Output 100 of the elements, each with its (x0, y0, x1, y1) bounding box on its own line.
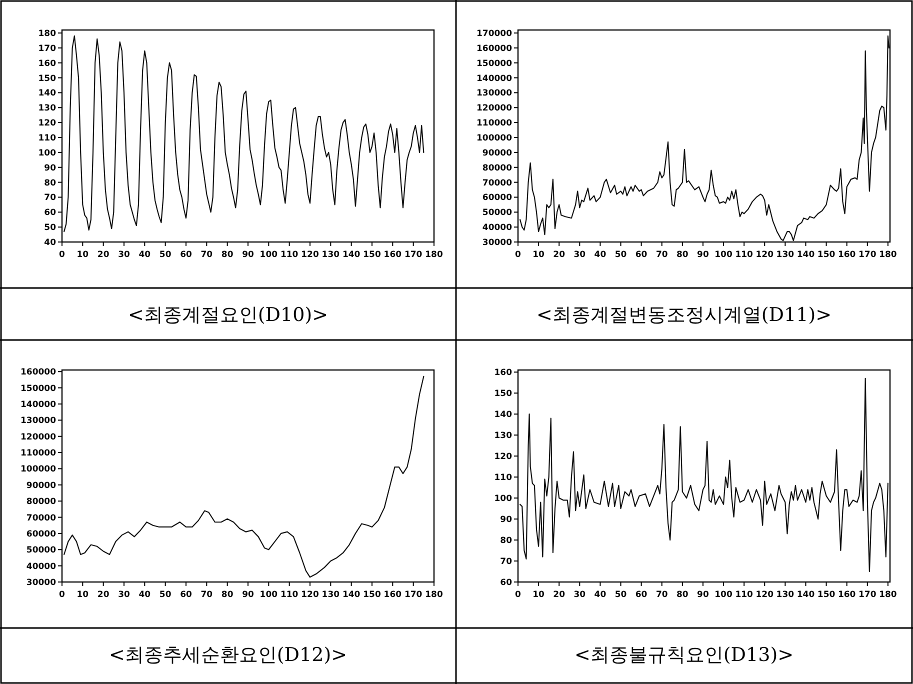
x-tick-label: 120 (756, 250, 774, 260)
y-tick-label: 130 (38, 104, 56, 114)
x-tick-label: 180 (879, 250, 897, 260)
y-tick-label: 160 (494, 368, 512, 378)
x-tick-label: 40 (594, 250, 606, 260)
text: <최종계절변동조정시계열(D11)> (536, 304, 832, 326)
x-tick-label: 150 (817, 250, 836, 260)
y-tick-label: 60000 (482, 193, 512, 204)
x-tick-label: 60 (635, 250, 648, 260)
y-tick-label: 160 (38, 58, 56, 69)
x-tick-label: 150 (363, 590, 381, 600)
line-series (520, 35, 890, 242)
x-tick-label: 20 (553, 590, 566, 600)
y-tick-label: 110000 (476, 118, 512, 129)
x-tick-label: 10 (76, 250, 89, 260)
x-tick-label: 100 (260, 590, 278, 600)
text: <최종추세순환요인(D12)> (108, 644, 348, 666)
y-tick-label: 70000 (482, 178, 512, 188)
y-tick-label: 70 (44, 193, 56, 204)
y-tick-label: 150000 (476, 58, 512, 69)
x-tick-label: 80 (221, 590, 234, 600)
x-tick-label: 110 (735, 250, 754, 260)
y-tick-label: 60 (44, 208, 56, 218)
x-tick-label: 130 (776, 590, 794, 600)
x-tick-label: 40 (138, 250, 151, 260)
x-tick-label: 140 (342, 250, 360, 260)
y-tick-label: 40 (44, 238, 56, 248)
line-series (520, 378, 888, 572)
y-tick-label: 110000 (20, 448, 56, 459)
x-tick-label: 180 (425, 250, 443, 260)
x-tick-label: 50 (159, 250, 172, 260)
x-tick-label: 140 (796, 590, 815, 600)
x-tick-label: 80 (676, 590, 688, 600)
x-tick-label: 110 (280, 250, 298, 260)
x-tick-label: 90 (242, 250, 254, 260)
y-tick-label: 80000 (482, 163, 512, 174)
x-tick-label: 170 (404, 250, 422, 260)
text: <최종계절요인(D10)> (128, 304, 328, 326)
y-tick-label: 130000 (476, 88, 512, 99)
x-tick-label: 10 (76, 590, 89, 600)
y-tick-label: 30000 (482, 238, 512, 248)
x-tick-label: 170 (858, 250, 876, 260)
y-tick-label: 120000 (20, 432, 56, 442)
x-tick-label: 120 (756, 590, 774, 600)
x-tick-label: 160 (384, 590, 402, 600)
y-tick-label: 140 (494, 410, 512, 420)
x-tick-label: 140 (342, 590, 360, 600)
y-tick-label: 80000 (26, 497, 56, 508)
y-tick-label: 120 (38, 118, 56, 129)
y-tick-label: 160000 (20, 368, 56, 378)
x-tick-label: 120 (301, 590, 319, 600)
x-tick-label: 100 (260, 250, 278, 260)
x-tick-label: 110 (280, 590, 298, 600)
line-series (64, 35, 424, 232)
x-tick-label: 30 (574, 250, 586, 260)
y-tick-label: 150000 (20, 384, 56, 394)
y-tick-label: 110 (494, 473, 512, 484)
y-tick-label: 170 (38, 44, 56, 54)
y-tick-label: 120 (494, 452, 512, 462)
text: <최종불규칙요인(D13)> (574, 644, 794, 666)
y-tick-label: 60000 (26, 529, 56, 540)
x-tick-label: 10 (532, 590, 545, 600)
y-tick-label: 100 (494, 494, 512, 504)
y-tick-label: 140 (38, 88, 56, 99)
x-tick-label: 130 (322, 590, 340, 600)
line-series (64, 376, 424, 578)
x-tick-label: 70 (200, 590, 213, 600)
y-tick-label: 70 (500, 557, 512, 568)
y-tick-label: 90 (500, 515, 512, 526)
x-tick-label: 0 (515, 250, 522, 260)
x-tick-label: 50 (614, 250, 627, 260)
y-tick-label: 30000 (26, 578, 56, 588)
x-tick-label: 60 (180, 590, 192, 600)
x-tick-label: 60 (635, 590, 648, 600)
y-tick-label: 40000 (26, 562, 56, 572)
y-tick-label: 50000 (26, 546, 56, 556)
y-tick-label: 90 (44, 163, 56, 174)
x-tick-label: 180 (879, 590, 897, 600)
x-tick-label: 110 (735, 590, 754, 600)
x-tick-label: 100 (714, 250, 732, 260)
x-tick-label: 160 (838, 250, 856, 260)
y-tick-label: 40000 (482, 223, 512, 234)
y-tick-label: 100000 (476, 133, 512, 144)
x-tick-label: 60 (180, 250, 192, 260)
x-tick-label: 50 (159, 590, 172, 600)
x-tick-label: 20 (553, 250, 566, 260)
x-tick-label: 80 (676, 250, 688, 260)
x-tick-label: 70 (200, 250, 213, 260)
y-tick-label: 80 (500, 536, 512, 546)
y-tick-label: 90000 (26, 480, 56, 491)
x-tick-label: 90 (697, 250, 709, 260)
x-tick-label: 170 (404, 590, 422, 600)
x-tick-label: 160 (384, 250, 402, 260)
x-tick-label: 160 (838, 590, 856, 600)
x-tick-label: 0 (59, 590, 66, 600)
x-tick-label: 150 (363, 250, 381, 260)
y-tick-label: 130 (494, 431, 512, 442)
x-tick-label: 80 (221, 250, 234, 260)
x-tick-label: 30 (118, 590, 130, 600)
y-tick-label: 50000 (482, 208, 512, 218)
